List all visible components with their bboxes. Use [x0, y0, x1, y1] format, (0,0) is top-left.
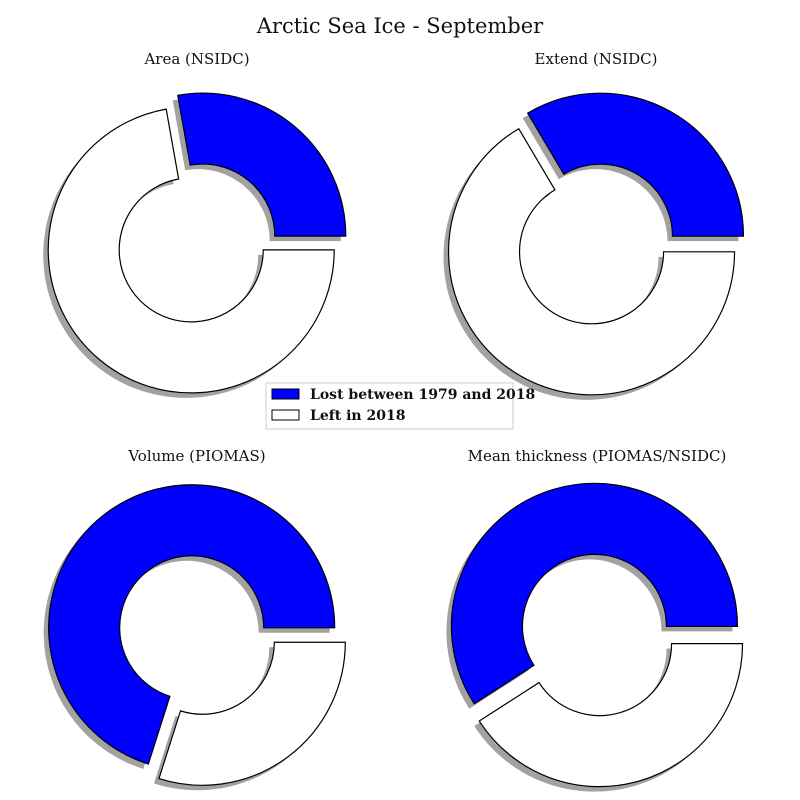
donut-chart-4: Mean thickness (PIOMAS/NSIDC) [446, 447, 744, 792]
donut-chart-3: Volume (PIOMAS) [43, 447, 346, 791]
subplot-title: Volume (PIOMAS) [127, 447, 265, 465]
slice-lost [450, 482, 739, 705]
slice-left [47, 108, 335, 394]
figure-title: Arctic Sea Ice - September [256, 14, 544, 38]
subplot-title: Extend (NSIDC) [535, 50, 658, 68]
subplot-title: Mean thickness (PIOMAS/NSIDC) [468, 447, 727, 465]
subplot-title: Area (NSIDC) [143, 50, 249, 68]
legend-swatch-left [271, 409, 300, 421]
legend-frame [265, 382, 514, 430]
slice-left [158, 641, 346, 786]
donut-chart-2: Extend (NSIDC) [443, 50, 745, 400]
donut-charts: Area (NSIDC) Extend (NSIDC) Volume (PIOMAS… [43, 50, 745, 792]
slice-lost [526, 92, 745, 237]
slice-lost [48, 484, 336, 765]
slice-left [447, 127, 736, 396]
donut-chart-1: Area (NSIDC) [43, 50, 347, 398]
slice-left [478, 643, 744, 788]
legend: Lost between 1979 and 2018 Left in 2018 [265, 382, 535, 430]
legend-label-left: Left in 2018 [310, 408, 405, 424]
legend-label-lost: Lost between 1979 and 2018 [310, 387, 535, 403]
legend-swatch-lost [271, 388, 300, 400]
slice-lost [177, 92, 347, 237]
